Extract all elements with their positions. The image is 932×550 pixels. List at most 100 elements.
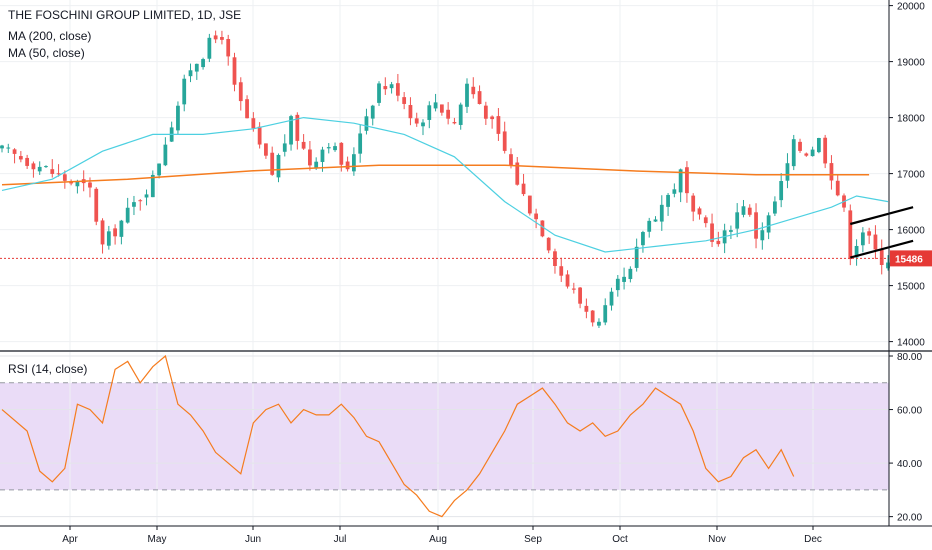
symbol-title: THE FOSCHINI GROUP LIMITED, 1D, JSE [8,8,242,22]
candle-body [339,142,344,165]
candle-body [94,188,99,222]
candle-body [597,321,601,326]
candle-body [471,86,476,95]
price-tick-label: 19000 [897,58,925,69]
candle-body [113,228,117,237]
candle-body [867,231,872,236]
candle-body [264,143,268,156]
time-tick-label: Aug [429,534,447,545]
candle-body [823,137,828,164]
candle-body [358,133,363,154]
time-tick-label: May [148,534,167,545]
candle-body [433,102,438,109]
candle-body [402,97,407,104]
candle-body [295,114,300,141]
candle-body [150,174,155,198]
candle-body [395,83,400,96]
candle-body [785,163,790,181]
candle-body [647,220,652,232]
candle-body [754,212,758,239]
candle-body [31,163,36,170]
ma200-legend: MA (200, close) [8,29,92,43]
candle-body [352,154,356,172]
candle-body [163,144,168,166]
candle-body [12,149,17,154]
candle-body [848,210,853,260]
candle-body [729,230,733,232]
candle-body [308,149,312,166]
candle-body [439,104,444,113]
candle-body [207,37,212,59]
candle-body [490,116,495,120]
candle-body [176,105,180,131]
candle-body [496,116,501,134]
candle-body [779,181,784,201]
ma50-legend: MA (50, close) [8,46,85,60]
channel-lower-line [850,239,914,259]
candle-body [666,194,670,207]
candle-body [370,105,375,119]
candle-body [741,206,746,215]
price-tick-label: 20000 [897,2,925,13]
time-tick-label: Nov [708,534,726,545]
candle-body [314,161,319,168]
ma200-line [1,164,870,186]
candle-body [25,157,30,166]
rsi-legend: RSI (14, close) [8,362,88,376]
rsi-tick-label: 60.00 [897,406,922,417]
candle-body [628,268,633,280]
candle-body [301,141,306,149]
candle-body [245,99,249,119]
candle-body [157,163,161,176]
candle-body [132,202,136,207]
candle-body [879,248,884,265]
candle-body [44,166,48,168]
ma50-line [1,116,889,253]
candle-body [886,262,890,269]
candle-body [735,212,740,229]
candle-body [119,220,124,237]
candle-body [270,152,275,175]
candle-body [37,166,42,172]
price-tick-label: 18000 [897,114,925,125]
candle-body [125,207,130,223]
candle-body [182,78,187,105]
candle-body [220,37,224,40]
candle-body [534,213,538,220]
candle-body [18,156,23,160]
candle-body [578,287,582,304]
time-tick-label: Jun [245,534,261,545]
candle-body [747,207,752,215]
rsi-tick-label: 40.00 [897,459,922,470]
candle-body [452,122,457,124]
candle-body [106,231,111,246]
candle-body [483,105,488,119]
rsi-line [1,354,795,518]
candle-body [408,105,413,119]
candle-body [672,189,677,194]
candle-body [194,63,199,72]
candle-body [364,116,369,131]
candle-body [854,245,859,258]
candle-body [326,147,331,149]
candle-body [257,126,262,145]
candle-body [691,195,696,212]
candle-body [798,141,802,151]
candle-body [465,83,469,107]
candle-body [446,109,451,119]
time-tick-label: Dec [804,534,822,545]
candle-body [873,234,878,250]
candle-body [571,288,576,290]
candle-body [320,149,325,162]
candle-body [804,153,809,156]
candle-body [559,266,564,276]
candle-body [710,223,714,242]
candle-body [509,154,513,166]
candle-body [383,86,388,90]
candle-body [427,105,432,120]
candle-body [697,208,702,215]
candle-body [703,217,708,224]
time-tick-label: Oct [612,534,628,545]
candle-body [860,232,865,246]
